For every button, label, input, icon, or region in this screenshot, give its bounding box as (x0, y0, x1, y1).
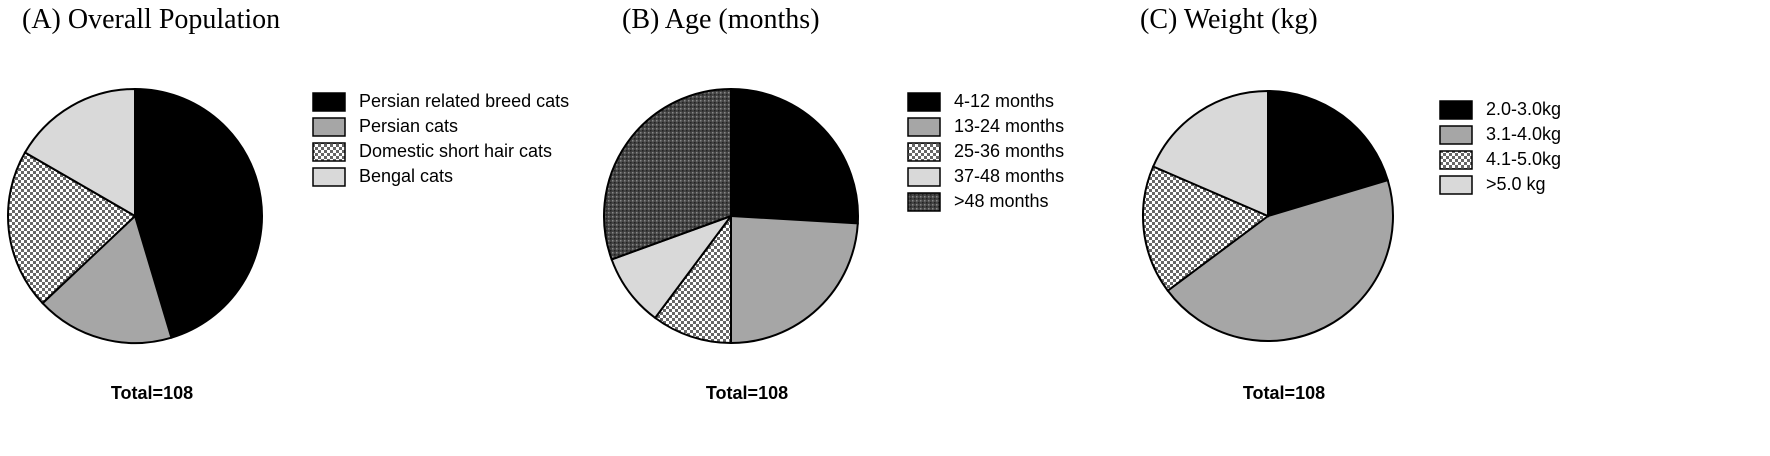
pie-slice (7, 151, 137, 305)
pie-slice (23, 87, 136, 218)
total-note: Total=108 (111, 383, 193, 403)
legend-swatch (907, 167, 941, 187)
legend-label: >5.0 kg (1486, 174, 1546, 194)
legend-label: 13-24 months (954, 116, 1064, 136)
chart-title: (B) Age (months) (622, 4, 820, 35)
pie-slice (134, 87, 263, 339)
legend-label: Persian related breed cats (359, 91, 569, 111)
pie-slice (653, 212, 732, 345)
pie-slice (730, 87, 859, 225)
legend-label: >48 months (954, 191, 1049, 211)
pie-panel: (A) Overall Population Persian related br… (7, 4, 569, 403)
legend-label: 25-36 months (954, 141, 1064, 161)
legend-swatch (1439, 150, 1473, 170)
legend-label: 3.1-4.0kg (1486, 124, 1561, 144)
total-note: Total=108 (1243, 383, 1325, 403)
legend-swatch (907, 142, 941, 162)
pie-slice (1142, 165, 1270, 293)
chart-title: (A) Overall Population (22, 4, 280, 35)
legend-swatch (1439, 100, 1473, 120)
legend-swatch (1439, 175, 1473, 195)
legend-swatch (1439, 125, 1473, 145)
pie-slice (730, 214, 859, 345)
pie-slice (41, 214, 173, 344)
total-note: Total=108 (706, 383, 788, 403)
legend-label: Persian cats (359, 116, 458, 136)
legend-label: 2.0-3.0kg (1486, 99, 1561, 119)
legend-label: Bengal cats (359, 166, 453, 186)
pie-slice (1267, 89, 1389, 218)
legend-swatch (312, 117, 346, 137)
legend-swatch (312, 142, 346, 162)
legend-label: Domestic short hair cats (359, 141, 552, 161)
legend-label: 37-48 months (954, 166, 1064, 186)
legend-swatch (907, 92, 941, 112)
legend-swatch (312, 167, 346, 187)
pie-slice (1166, 178, 1395, 342)
pie-panel: (C) Weight (kg) 2.0-3.0kg 3.1-4.0kg 4.1-5.0… (1140, 4, 1561, 403)
legend-label: 4.1-5.0kg (1486, 149, 1561, 169)
legend-swatch (907, 117, 941, 137)
legend-swatch (312, 92, 346, 112)
pie-slice (1151, 89, 1269, 218)
pie-slice (603, 87, 732, 261)
legend-swatch (907, 192, 941, 212)
chart-title: (C) Weight (kg) (1140, 4, 1318, 35)
pie-panel: (B) Age (months) 4-12 months 13-24 months 2… (603, 4, 1064, 403)
legend-label: 4-12 months (954, 91, 1054, 111)
